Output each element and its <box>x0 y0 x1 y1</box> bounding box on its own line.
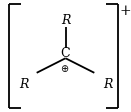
Text: R: R <box>103 78 112 90</box>
Text: R: R <box>61 14 70 27</box>
Text: C: C <box>61 47 70 60</box>
Text: +: + <box>120 4 131 18</box>
Text: R: R <box>19 78 28 90</box>
Text: ⊕: ⊕ <box>60 64 68 74</box>
